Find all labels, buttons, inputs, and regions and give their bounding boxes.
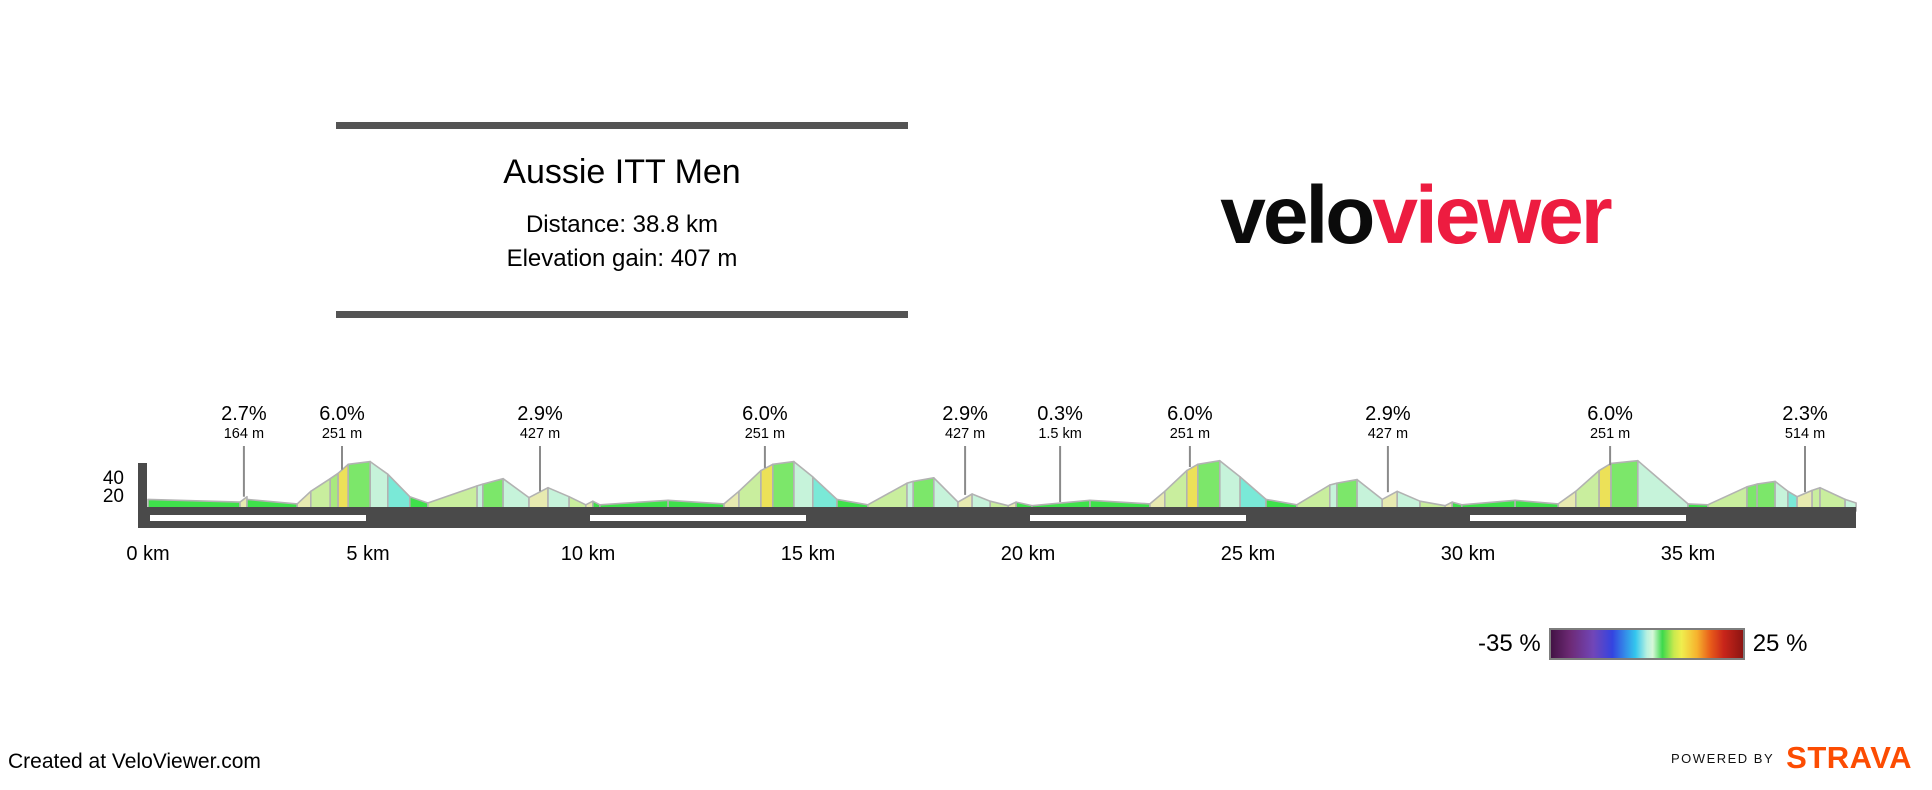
x-tick-label: 25 km [1221, 543, 1275, 565]
credit-text: Created at VeloViewer.com [8, 750, 261, 773]
profile-segment [481, 477, 504, 512]
callout-gradient-label: 0.3% [1037, 403, 1083, 425]
distance-stripe [1470, 515, 1686, 521]
veloviewer-logo-viewer: viewer [1372, 170, 1612, 261]
profile-segment [1774, 480, 1789, 512]
page-title: Aussie ITT Men [503, 153, 741, 191]
profile-segment [1164, 469, 1188, 512]
x-tick-label: 0 km [126, 543, 169, 565]
profile-segment [1575, 469, 1600, 512]
profile-segment [1336, 478, 1358, 512]
profile-segment [1239, 476, 1267, 512]
callout-gradient-label: 6.0% [1167, 403, 1213, 425]
callout-length-label: 1.5 km [1038, 426, 1082, 442]
x-tick-label: 35 km [1661, 543, 1715, 565]
profile-segment [1756, 480, 1776, 512]
profile-segment [811, 476, 838, 512]
callout-length-label: 427 m [1368, 426, 1408, 442]
profile-segment [329, 472, 339, 512]
profile-segment [347, 460, 372, 512]
distance-stripe [150, 515, 366, 521]
profile-segment [337, 463, 350, 512]
elevation-gain-text: Elevation gain: 407 m [506, 245, 738, 272]
profile-segment [1746, 483, 1758, 512]
profile-segment [1637, 459, 1689, 512]
callout-gradient-label: 2.9% [942, 403, 988, 425]
legend-min-label: -35 % [1478, 630, 1541, 657]
x-tick-label: 30 km [1441, 543, 1495, 565]
profile-segment [1610, 459, 1639, 512]
powered-by-strava: POWERED BY STRAVA [1671, 740, 1912, 776]
distance-stripe [1030, 515, 1246, 521]
veloviewer-logo-velo: velo [1220, 170, 1375, 261]
callout-gradient-label: 2.9% [517, 403, 563, 425]
callout-length-label: 427 m [945, 426, 985, 442]
callout-gradient-label: 2.7% [221, 403, 267, 425]
strava-logo: STRAVA [1786, 740, 1912, 775]
x-tick-label: 10 km [561, 543, 615, 565]
title-rule-top [336, 122, 908, 129]
y-axis-bar [138, 463, 147, 507]
y-tick-label: 20 [103, 486, 124, 507]
x-axis-bar [138, 507, 1856, 528]
profile-segment [906, 480, 915, 512]
callout-gradient-label: 6.0% [742, 403, 788, 425]
profile-segment [771, 460, 795, 512]
profile-segment [502, 477, 530, 512]
title-rule-bottom [336, 311, 908, 318]
x-tick-label: 5 km [346, 543, 389, 565]
callout-length-label: 251 m [322, 426, 362, 442]
profile-segment [1197, 459, 1221, 512]
y-tick-label: 40 [103, 468, 124, 489]
profile-segment [738, 469, 762, 512]
veloviewer-logo: velo viewer [1210, 170, 1620, 262]
callout-length-label: 251 m [1170, 426, 1210, 442]
x-tick-label: 15 km [781, 543, 835, 565]
profile-segment [760, 463, 774, 512]
profile-segment [386, 473, 411, 512]
profile-segment [866, 482, 908, 512]
callout-length-label: 164 m [224, 426, 264, 442]
profile-segment [369, 460, 389, 512]
callout-gradient-label: 2.9% [1365, 403, 1411, 425]
profile-segment [793, 460, 814, 512]
gradient-legend: -35 % 25 % [1478, 628, 1807, 660]
profile-segment [476, 483, 484, 512]
callout-length-label: 251 m [745, 426, 785, 442]
callout-length-label: 251 m [1590, 426, 1630, 442]
distance-text: Distance: 38.8 km [525, 211, 719, 238]
callout-gradient-label: 2.3% [1782, 403, 1828, 425]
callout-gradient-label: 6.0% [319, 403, 365, 425]
profile-segment [1186, 463, 1199, 512]
powered-by-label: POWERED BY [1671, 750, 1775, 766]
profile-segment [1329, 482, 1338, 512]
callout-length-label: 514 m [1785, 426, 1825, 442]
callout-length-label: 427 m [520, 426, 560, 442]
distance-stripe [590, 515, 806, 521]
profile-segment [309, 477, 332, 512]
gradient-scale-bar [1548, 628, 1745, 660]
profile-segment [932, 476, 959, 512]
profile-segment [1598, 462, 1612, 512]
profile-segment [912, 476, 935, 512]
x-tick-label: 20 km [1001, 543, 1055, 565]
profile-segment [1219, 459, 1241, 512]
legend-max-label: 25 % [1752, 630, 1808, 657]
callout-gradient-label: 6.0% [1587, 403, 1633, 425]
profile-segment [1356, 478, 1383, 512]
